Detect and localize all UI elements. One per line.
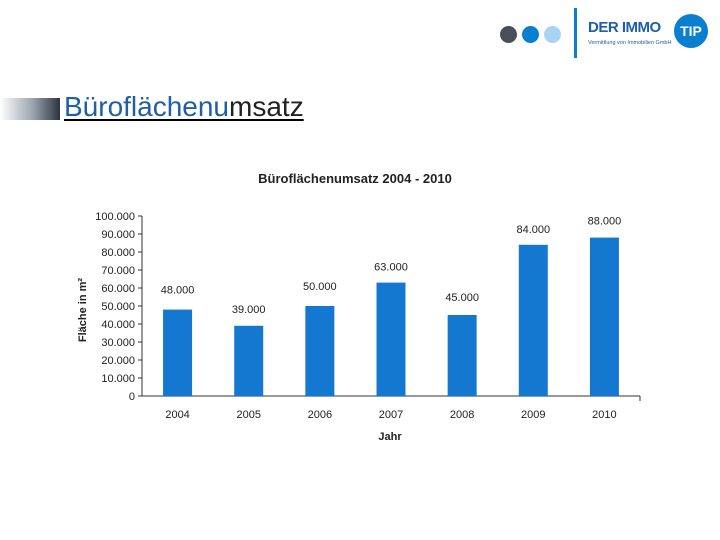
dot-blue [522, 26, 539, 43]
page-title: Büroflächenumsatz [64, 89, 304, 125]
logo-badge: TIP [674, 14, 708, 48]
x-tick-label-2005: 2005 [236, 409, 260, 421]
y-tick-label: 50.000 [101, 301, 135, 313]
data-label-2006: 50.000 [303, 281, 337, 293]
y-tick-label: 90.000 [101, 229, 135, 241]
y-tick-label: 70.000 [101, 265, 135, 277]
bar-2010 [589, 237, 619, 396]
logo-tagline: Vermittlung von Immobilien GmbH [588, 40, 672, 46]
company-logo: DER IMMO TIP Vermittlung von Immobilien … [588, 14, 712, 58]
dot-light [544, 26, 561, 43]
header-dots [500, 26, 561, 43]
data-label-2007: 63.000 [374, 262, 408, 274]
x-axis-label: Jahr [378, 431, 402, 443]
data-label-2008: 45.000 [445, 292, 479, 304]
page-title-part-a: Büroflächenu [64, 91, 230, 122]
y-tick-label: 30.000 [101, 337, 135, 349]
bar-2005 [234, 325, 264, 396]
y-axis-label: Fläche in m² [77, 278, 89, 343]
data-label-2004: 48.000 [161, 285, 195, 297]
y-tick-label: 0 [129, 391, 135, 403]
data-label-2005: 39.000 [232, 304, 266, 316]
x-tick-label-2009: 2009 [521, 409, 545, 421]
dot-dark [500, 26, 517, 43]
y-tick-label: 80.000 [101, 247, 135, 259]
bar-2006 [305, 306, 335, 396]
logo-text: DER IMMO [588, 19, 661, 36]
bar-2008 [447, 315, 477, 396]
bar-2007 [376, 282, 406, 396]
bar-2004 [163, 309, 193, 396]
y-tick-label: 60.000 [101, 283, 135, 295]
data-label-2010: 88.000 [588, 216, 622, 228]
y-tick-label: 40.000 [101, 319, 135, 331]
y-tick-label: 10.000 [101, 373, 135, 385]
chart-title: Büroflächenumsatz 2004 - 2010 [258, 171, 452, 186]
x-tick-label-2008: 2008 [450, 409, 474, 421]
page-title-part-b: msatz [229, 91, 304, 122]
logo-divider [574, 8, 577, 58]
bar-2009 [518, 244, 548, 396]
y-tick-label: 100.000 [95, 211, 135, 223]
y-tick-label: 20.000 [101, 355, 135, 367]
title-accent-bar [0, 98, 60, 120]
plot-area: 0 10.000 20.000 30.000 40.000 50.000 60.000 70.… [95, 211, 641, 421]
x-tick-label-2007: 2007 [379, 409, 403, 421]
x-tick-label-2004: 2004 [165, 409, 189, 421]
x-tick-label-2006: 2006 [308, 409, 332, 421]
x-tick-label-2010: 2010 [592, 409, 616, 421]
data-label-2009: 84.000 [516, 224, 550, 236]
